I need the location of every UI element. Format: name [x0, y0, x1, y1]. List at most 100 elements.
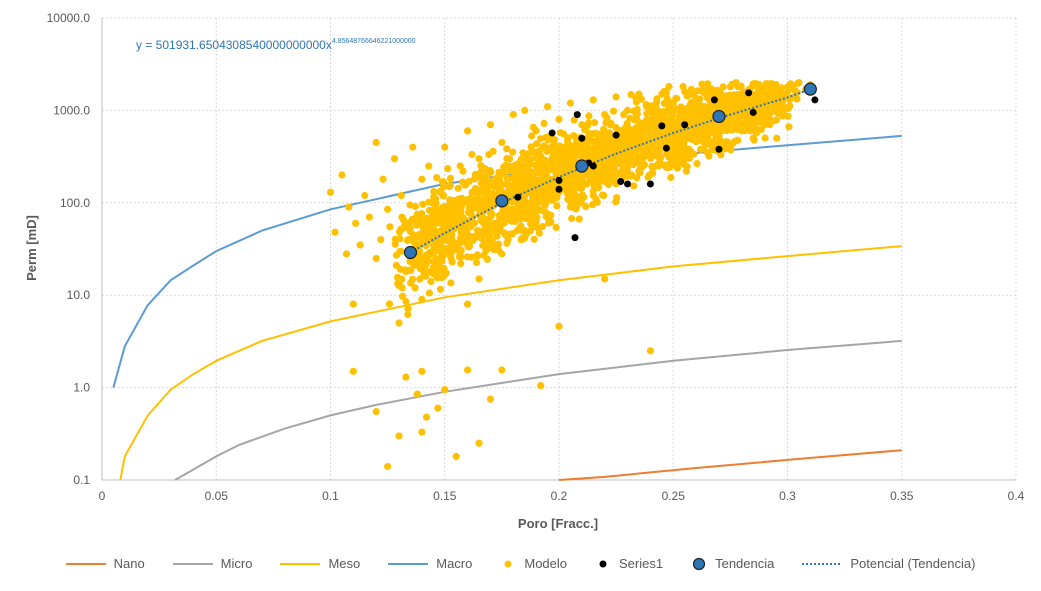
point-modelo-cloud [406, 201, 414, 209]
y-tick-label: 1.0 [73, 381, 90, 395]
point-modelo-cloud [524, 166, 533, 174]
point-modelo-cloud [771, 89, 779, 97]
point-modelo [642, 121, 650, 129]
point-modelo [457, 259, 465, 268]
point-modelo-cloud [669, 108, 678, 116]
point-series1 [681, 121, 689, 129]
point-modelo-cloud [407, 279, 415, 287]
point-modelo-cloud [500, 219, 508, 227]
point-modelo-cloud [545, 193, 554, 202]
point-modelo-cloud [653, 95, 661, 103]
point-modelo-cloud [718, 98, 726, 106]
point-modelo-cloud [471, 175, 479, 183]
point-modelo [601, 111, 609, 119]
point-modelo-cloud [419, 200, 427, 208]
point-modelo [589, 96, 597, 104]
point-modelo-cloud [585, 112, 593, 120]
point-tendencia [403, 245, 418, 260]
point-modelo-cloud [500, 163, 508, 171]
point-modelo-cloud [385, 300, 394, 308]
point-modelo-cloud [683, 147, 691, 155]
point-modelo [491, 175, 499, 183]
point-modelo-cloud [585, 132, 593, 140]
point-modelo [601, 164, 609, 172]
point-modelo-cloud [590, 119, 599, 127]
legend-item-series1: Series1 [595, 556, 663, 571]
point-modelo-cloud [493, 232, 501, 240]
point-modelo [400, 216, 408, 224]
point-modelo-cloud [485, 178, 493, 186]
point-modelo-cloud [735, 120, 743, 128]
point-modelo-cloud [473, 251, 481, 259]
point-modelo-cloud [667, 173, 675, 182]
point-modelo-cloud [506, 230, 514, 238]
point-modelo-cloud [617, 160, 625, 168]
point-modelo [372, 407, 380, 416]
point-modelo-cloud [468, 253, 476, 261]
point-modelo [509, 210, 517, 218]
point-modelo [692, 137, 700, 146]
series-line-meso [119, 245, 902, 481]
point-tendencia [803, 82, 817, 96]
point-modelo-cloud [726, 91, 734, 99]
point-modelo-cloud [595, 183, 603, 192]
point-modelo-cloud [530, 235, 538, 243]
point-modelo-cloud [744, 121, 752, 129]
point-modelo [658, 160, 666, 169]
point-modelo [413, 390, 421, 398]
point-modelo-cloud [416, 233, 424, 241]
point-modelo-cloud [480, 173, 488, 181]
point-series1 [749, 108, 757, 116]
point-modelo-cloud [395, 281, 403, 290]
point-modelo [418, 295, 426, 304]
point-modelo-cloud [762, 80, 770, 88]
point-modelo-cloud [677, 109, 685, 117]
point-modelo [692, 96, 700, 104]
point-modelo [543, 213, 552, 221]
point-modelo-cloud [556, 129, 564, 137]
point-modelo-cloud [505, 181, 513, 189]
point-modelo-cloud [433, 174, 441, 182]
point-modelo-cloud [773, 134, 781, 142]
point-modelo-cloud [468, 150, 476, 159]
point-modelo-cloud [695, 116, 703, 124]
point-modelo-cloud [550, 136, 559, 144]
point-modelo-cloud [485, 150, 493, 159]
legend-item-macro: Macro [388, 556, 472, 571]
point-modelo-cloud [537, 193, 545, 202]
point-modelo-cloud [564, 195, 572, 203]
legend-label: Nano [113, 556, 145, 571]
point-modelo-cloud [759, 105, 767, 113]
y-tick-label: 10.0 [67, 288, 91, 302]
point-modelo-cloud [422, 251, 431, 259]
y-tick-label: 0.1 [73, 473, 90, 487]
point-modelo-cloud [607, 119, 615, 127]
equation-exponent: 4.85648766646221000000 [332, 38, 416, 45]
point-modelo-cloud [641, 150, 649, 158]
point-modelo-cloud [575, 183, 584, 191]
point-modelo [521, 106, 529, 114]
point-modelo-cloud [411, 202, 419, 211]
point-modelo-cloud [754, 88, 762, 96]
grid [101, 17, 1017, 481]
point-modelo [416, 247, 424, 255]
point-modelo-cloud [728, 126, 736, 134]
legend-swatch-macro [388, 562, 429, 565]
point-series1 [578, 134, 586, 142]
point-modelo-cloud [709, 138, 717, 146]
point-modelo-cloud [562, 143, 570, 151]
point-modelo-cloud [761, 134, 769, 142]
point-modelo-cloud [543, 181, 552, 189]
point-modelo-cloud [467, 198, 475, 206]
point-modelo [475, 275, 483, 283]
point-modelo-cloud [472, 258, 481, 267]
point-modelo-cloud [760, 111, 768, 119]
point-modelo [669, 99, 677, 107]
point-modelo-cloud [601, 150, 609, 158]
point-modelo-cloud [495, 168, 503, 176]
point-modelo-cloud [778, 84, 786, 92]
point-modelo [532, 127, 540, 135]
point-modelo [537, 382, 545, 390]
point-modelo [342, 250, 351, 258]
point-modelo-cloud [531, 222, 539, 230]
